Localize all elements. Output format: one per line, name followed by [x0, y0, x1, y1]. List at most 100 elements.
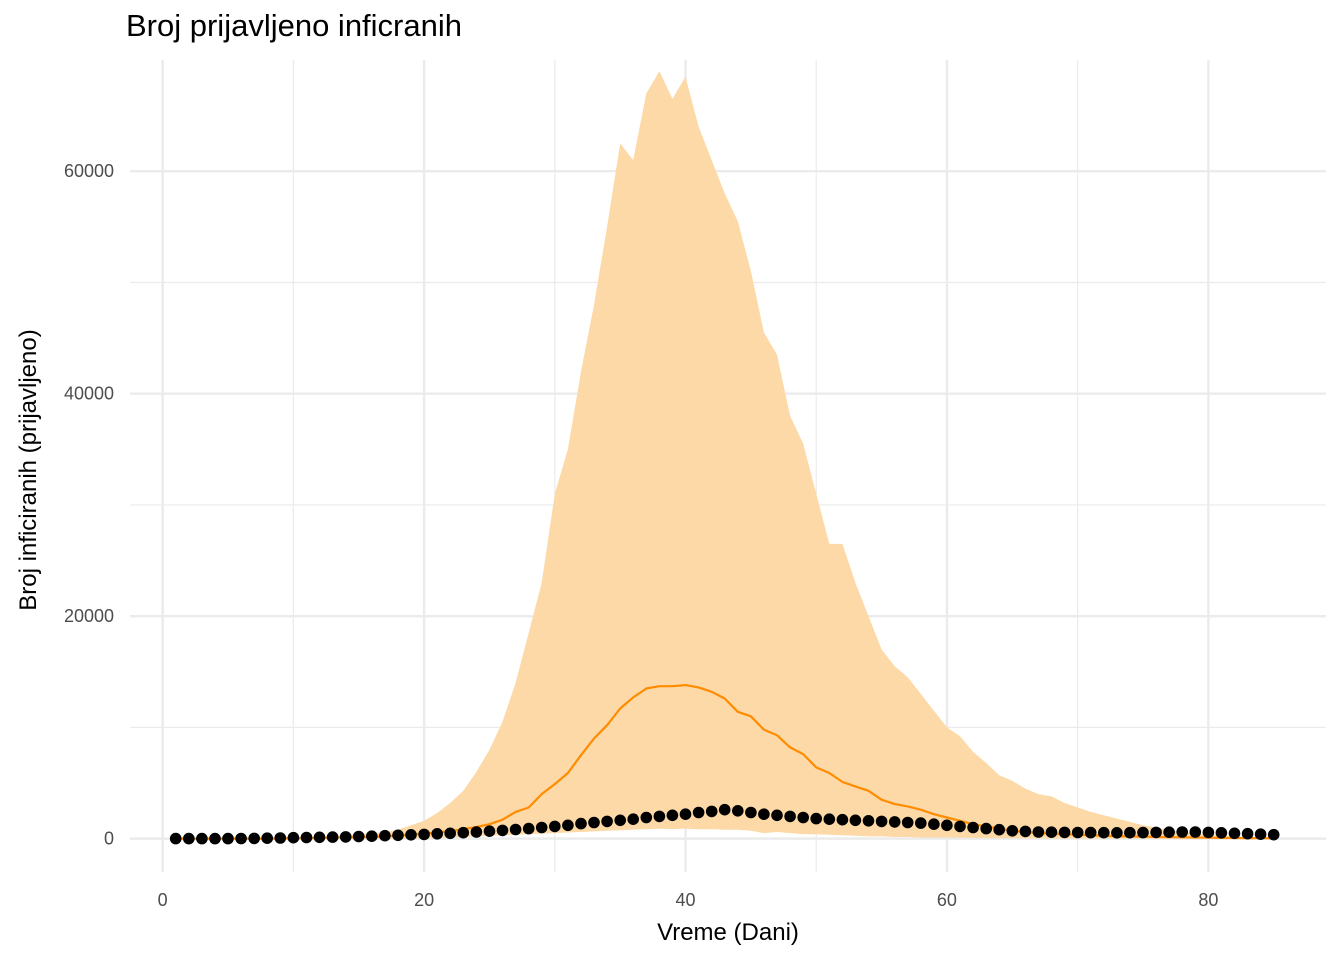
observed-point — [640, 811, 653, 824]
observed-point — [496, 824, 509, 837]
observed-point — [797, 811, 809, 824]
observed-point — [470, 826, 483, 838]
observed-point — [588, 816, 600, 829]
observed-point — [575, 817, 587, 830]
observed-point — [745, 806, 757, 819]
observed-point — [771, 809, 783, 822]
observed-point — [1241, 827, 1254, 840]
observed-point — [535, 821, 548, 834]
observed-point — [823, 813, 836, 825]
observed-point — [601, 815, 613, 828]
observed-point — [248, 832, 260, 845]
observed-point — [1176, 826, 1188, 838]
observed-point — [784, 810, 796, 823]
observed-point — [235, 832, 247, 845]
x-tick-label: 40 — [676, 890, 696, 910]
observed-point — [692, 806, 705, 819]
observed-point — [222, 832, 234, 845]
observed-point — [679, 808, 692, 820]
observed-point — [627, 813, 639, 825]
observed-point — [549, 820, 561, 833]
y-tick-label: 20000 — [64, 606, 114, 626]
observed-point — [915, 817, 927, 829]
observed-point — [1045, 826, 1058, 838]
observed-point — [183, 832, 195, 845]
observed-point — [1058, 826, 1071, 839]
observed-point — [287, 831, 300, 844]
observed-point — [379, 829, 391, 842]
observed-point — [418, 828, 430, 841]
observed-point — [810, 812, 822, 825]
observed-point — [366, 830, 378, 842]
observed-point — [313, 831, 326, 844]
y-tick-label: 0 — [104, 829, 114, 849]
y-tick-labels: 0 20000 40000 60000 — [64, 161, 114, 848]
observed-point — [1228, 827, 1241, 840]
x-axis-title: Vreme (Dani) — [657, 919, 799, 946]
observed-point — [1032, 826, 1045, 838]
observed-point — [405, 829, 417, 841]
observed-point — [1150, 826, 1162, 839]
observed-point — [392, 829, 404, 842]
uncertainty-ribbon — [175, 71, 1274, 839]
observed-point — [196, 832, 208, 845]
observed-point — [509, 823, 522, 836]
observed-point — [954, 820, 966, 833]
chart-title: Broj prijavljeno inficranih — [126, 8, 462, 43]
observed-point — [993, 823, 1005, 836]
observed-point — [339, 831, 352, 843]
y-tick-label: 60000 — [64, 161, 114, 181]
x-tick-label: 60 — [937, 890, 957, 910]
observed-point — [300, 831, 313, 844]
observed-point — [875, 815, 888, 828]
observed-point — [1254, 828, 1267, 840]
observed-point — [1267, 828, 1280, 841]
ribbon-layer — [175, 71, 1274, 839]
y-axis-title: Broj inficiranih (prijavljeno) — [15, 329, 42, 610]
observed-point — [718, 803, 731, 816]
observed-point — [1006, 825, 1019, 837]
observed-point — [1071, 826, 1084, 839]
observed-point — [483, 825, 496, 837]
observed-point — [261, 832, 274, 844]
observed-point — [169, 832, 182, 845]
observed-point — [1163, 826, 1175, 838]
observed-point — [562, 819, 574, 832]
observed-point — [1124, 826, 1136, 839]
observed-point — [1202, 826, 1215, 839]
observed-point — [666, 809, 679, 822]
observed-point — [901, 816, 914, 829]
observed-point — [1019, 825, 1032, 838]
observed-point — [522, 822, 535, 835]
observed-point — [941, 819, 953, 832]
observed-point — [653, 810, 666, 823]
x-tick-labels: 0 20 40 60 80 — [158, 890, 1219, 910]
observed-point — [1098, 826, 1110, 839]
observed-point — [431, 828, 444, 840]
observed-point — [209, 832, 221, 845]
observed-point — [928, 818, 940, 830]
observed-point — [274, 832, 287, 844]
observed-point — [732, 805, 744, 817]
observed-point — [888, 816, 901, 828]
x-tick-label: 20 — [414, 890, 434, 910]
observed-points-layer — [169, 803, 1280, 845]
observed-point — [862, 815, 875, 827]
observed-point — [1215, 827, 1228, 839]
observed-point — [1137, 826, 1149, 839]
observed-point — [836, 813, 849, 826]
observed-point — [457, 826, 470, 839]
observed-point — [352, 830, 365, 843]
observed-point — [326, 831, 339, 843]
observed-point — [1111, 827, 1123, 839]
x-tick-label: 0 — [158, 890, 168, 910]
observed-point — [980, 822, 992, 835]
observed-point — [758, 808, 770, 820]
y-tick-label: 40000 — [64, 384, 114, 404]
observed-point — [444, 827, 457, 840]
observed-point — [849, 814, 862, 827]
observed-point — [967, 821, 979, 834]
observed-point — [1084, 826, 1097, 839]
x-tick-label: 80 — [1198, 890, 1218, 910]
